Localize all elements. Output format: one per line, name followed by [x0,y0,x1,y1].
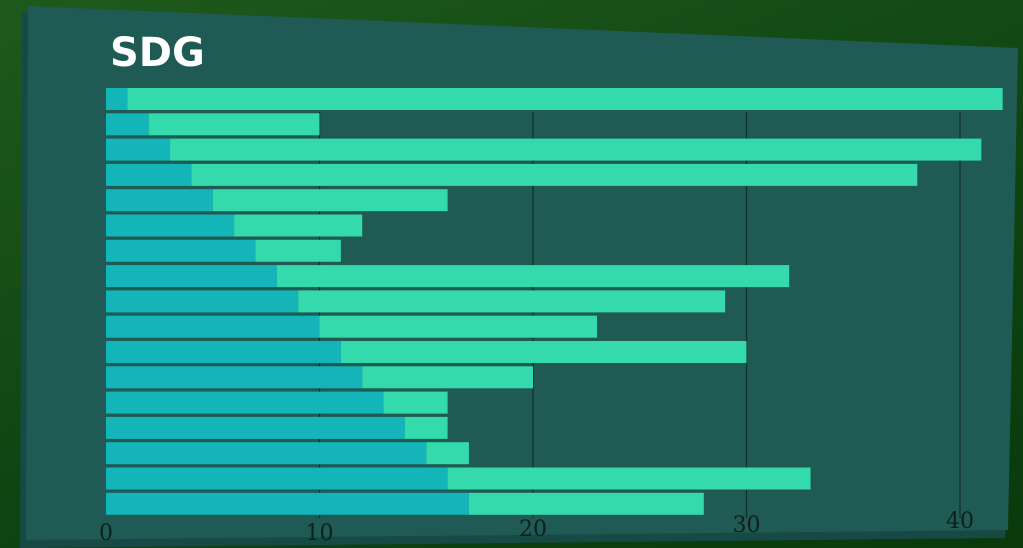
bar-series-1-row-1 [106,88,128,110]
bar-series-1-row-7 [106,239,256,262]
bar-series-2-row-9 [298,290,726,313]
x-tick-label: 10 [306,521,334,546]
x-tick-label: 30 [733,513,761,538]
bar-series-2-row-14 [404,416,448,439]
x-tick-label: 40 [946,509,974,534]
bar-series-2-row-15 [426,442,469,465]
bar-series-1-row-5 [106,189,213,212]
bar-series-2-row-11 [340,341,747,363]
bar-series-1-row-15 [106,442,427,465]
bar-series-1-row-4 [106,163,192,186]
bar-series-2-row-2 [148,113,320,136]
bar-series-1-row-3 [106,138,171,161]
bar-series-2-row-6 [234,214,363,237]
bar-series-1-row-8 [106,265,277,288]
bar-series-1-row-2 [106,113,149,136]
x-tick-label: 0 [99,521,113,546]
bar-series-2-row-8 [276,265,790,288]
bar-series-1-row-17 [106,492,469,515]
bar-series-2-row-16 [447,467,811,490]
bar-series-2-row-12 [362,366,533,389]
bar-series-1-row-16 [106,467,448,490]
bar-series-2-row-17 [468,492,704,515]
bar-series-2-row-3 [170,138,982,161]
bar-series-2-row-1 [127,88,1003,110]
x-axis-ticks: 0 10 20 30 40 [99,509,974,546]
bars [106,88,1003,515]
bar-series-1-row-12 [106,366,363,389]
bar-series-1-row-14 [106,416,405,439]
chart-title: SDG [110,30,205,76]
x-tick-label: 20 [519,517,547,542]
bar-series-2-row-10 [319,315,598,338]
bar-series-1-row-9 [106,290,299,313]
bar-series-2-row-13 [383,391,448,414]
bar-series-2-row-5 [212,189,448,212]
bar-series-1-row-6 [106,214,235,237]
bar-series-1-row-13 [106,391,384,414]
bar-series-2-row-7 [255,239,341,262]
bar-series-2-row-4 [191,163,918,186]
bar-series-1-row-10 [106,315,320,338]
bar-series-1-row-11 [106,341,341,363]
